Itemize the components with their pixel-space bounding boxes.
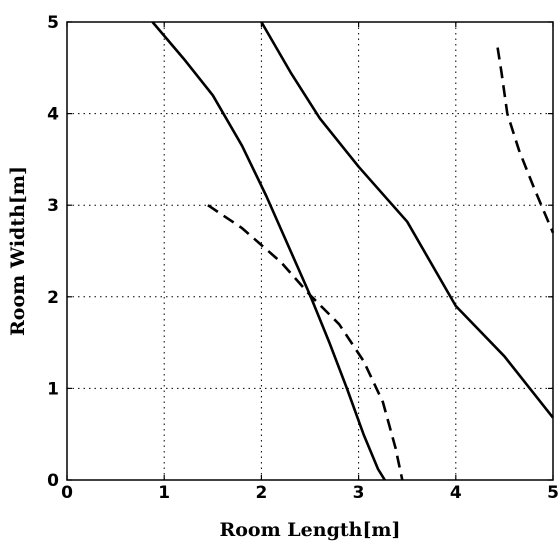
plot-frame <box>66 21 554 481</box>
x-tick-label: 2 <box>255 483 267 503</box>
x-tick-label: 3 <box>353 483 365 503</box>
y-axis-label: Room Width[m] <box>7 166 29 336</box>
x-axis-label: Room Length[m] <box>219 519 400 541</box>
y-tick-label: 0 <box>47 471 59 491</box>
series-line-4-dashed <box>496 47 555 234</box>
x-tick-label: 1 <box>158 483 170 503</box>
x-tick-label: 5 <box>547 483 559 503</box>
y-tick-label: 2 <box>47 288 59 308</box>
series-line-2-solid <box>260 21 555 419</box>
x-tick-label: 0 <box>61 483 73 503</box>
x-tick-label: 4 <box>450 483 462 503</box>
y-tick-label: 4 <box>47 105 59 125</box>
x-ticks: 0 1 2 3 4 5 <box>61 22 559 503</box>
y-tick-label: 1 <box>47 379 59 399</box>
y-ticks: 0 1 2 3 4 5 <box>47 13 553 491</box>
y-tick-label: 5 <box>47 13 59 33</box>
grid <box>67 22 553 480</box>
series-layer <box>151 21 555 481</box>
y-tick-label: 3 <box>47 196 59 216</box>
series-line-1-solid <box>151 21 386 481</box>
series-line-3-dashed <box>207 204 404 481</box>
